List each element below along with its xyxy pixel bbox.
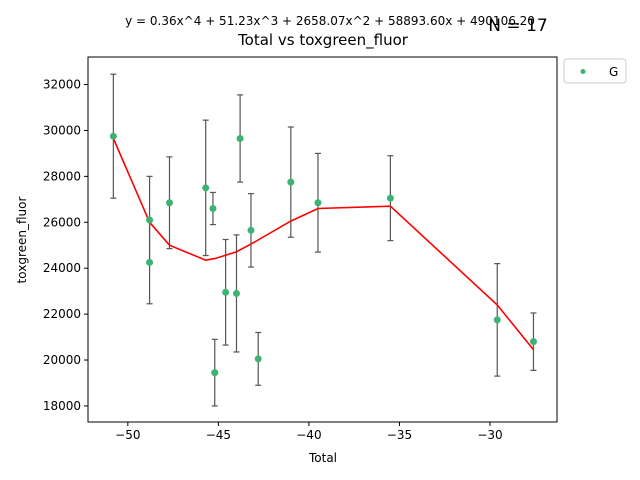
data-point-4: [202, 184, 210, 192]
data-point-15: [493, 316, 501, 324]
data-point-7: [222, 288, 230, 296]
data-point-11: [254, 355, 262, 363]
legend-box: [563, 58, 627, 84]
y-tick-label-6: 30000: [43, 123, 81, 137]
fit-line: [112, 138, 535, 351]
errorbars-group: [110, 73, 537, 407]
data-point-8: [232, 289, 240, 297]
y-tick-label-1: 20000: [43, 353, 81, 367]
data-point-10: [247, 226, 255, 234]
y-tick-label-2: 22000: [43, 307, 81, 321]
data-point-9: [236, 134, 244, 142]
data-point-13: [314, 199, 322, 207]
chart-title: Total vs toxgreen_fluor: [237, 31, 409, 50]
y-tick-label-3: 24000: [43, 261, 81, 275]
data-point-2: [146, 258, 154, 266]
data-point-12: [287, 178, 295, 186]
y-axis-ticks: 18000 20000 22000 24000 26000 28000 30000 32000: [43, 78, 88, 413]
data-point-0: [109, 132, 117, 140]
data-point-3: [165, 199, 173, 207]
y-tick-label-7: 32000: [43, 78, 81, 92]
plot-frame: [87, 56, 558, 423]
x-tick-label-1: −45: [206, 428, 231, 442]
x-tick-label-0: −50: [115, 428, 140, 442]
data-point-14: [386, 194, 394, 202]
equation-label: y = 0.36x^4 + 51.23x^3 + 2658.07x^2 + 58…: [125, 14, 535, 28]
legend-marker: [580, 69, 586, 74]
x-tick-label-4: −30: [477, 428, 502, 442]
y-tick-label-5: 28000: [43, 169, 81, 183]
data-point-5: [209, 205, 217, 213]
legend-label: G: [609, 65, 618, 79]
x-axis-ticks: −50 −45 −40 −35 −30: [115, 422, 503, 442]
x-axis-label: Total: [308, 451, 337, 465]
y-tick-label-0: 18000: [43, 399, 81, 413]
x-tick-label-2: −40: [296, 428, 321, 442]
y-tick-label-4: 26000: [43, 215, 81, 229]
data-point-1: [146, 216, 154, 224]
y-axis-label: toxgreen_fluor: [15, 197, 29, 284]
fit-line-group: [112, 138, 535, 351]
x-tick-label-3: −35: [387, 428, 412, 442]
points-group: [109, 132, 537, 377]
legend: G: [563, 58, 627, 84]
n-label: N = 17: [488, 16, 547, 36]
data-point-16: [529, 338, 537, 346]
data-point-6: [211, 369, 219, 377]
